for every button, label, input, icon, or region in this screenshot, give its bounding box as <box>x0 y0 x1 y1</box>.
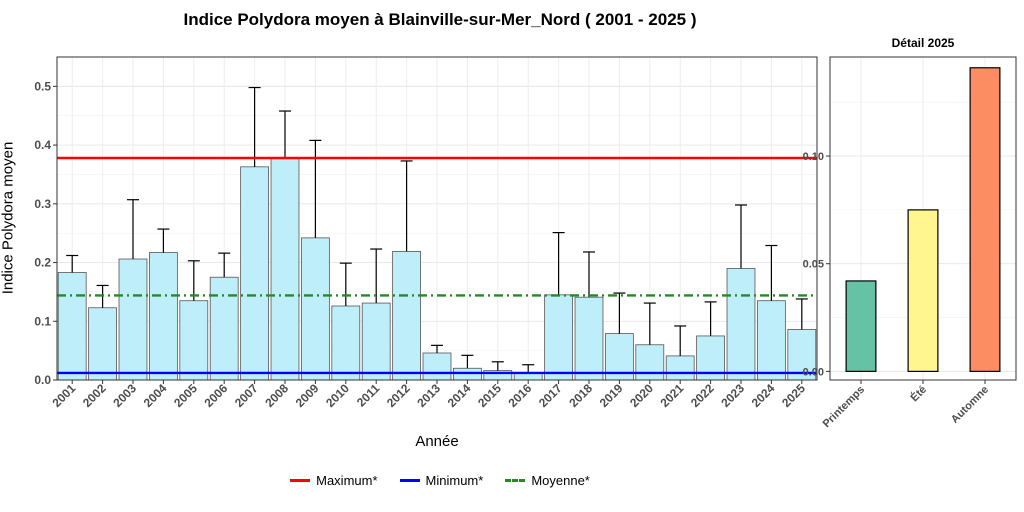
x-tick-label-2020: 2020 <box>627 381 656 410</box>
x-tick-label-2018: 2018 <box>566 381 595 410</box>
bar-2024 <box>757 300 786 381</box>
x-tick-label-2006: 2006 <box>202 381 231 410</box>
legend-label-minimum: Minimum* <box>425 473 484 488</box>
x-tick-label-2008: 2008 <box>262 381 291 410</box>
bar-2003 <box>118 258 148 381</box>
bar-2009 <box>301 237 330 381</box>
x-tick-label-2010: 2010 <box>323 381 352 410</box>
bar-2023 <box>726 268 756 381</box>
detail-chart-title: Détail 2025 <box>891 36 955 50</box>
x-tick-label-2016: 2016 <box>506 381 535 410</box>
x-tick-label-2019: 2019 <box>597 381 626 410</box>
bar-2004 <box>149 252 178 381</box>
legend-key-moyenne <box>505 479 526 482</box>
bar-2010 <box>331 305 361 381</box>
chart-title: Indice Polydora moyen à Blainville-sur-M… <box>183 10 697 29</box>
bar-2012 <box>392 250 421 381</box>
bar-2007 <box>240 166 269 381</box>
bar-2008 <box>270 157 300 381</box>
x-tick-label-2005: 2005 <box>171 381 200 410</box>
bar-2011 <box>361 302 391 381</box>
legend-label-moyenne: Moyenne* <box>531 473 590 488</box>
x-tick-label-2001: 2001 <box>50 381 79 410</box>
x-tick-label-2024: 2024 <box>749 381 778 410</box>
legend-key-minimum <box>399 479 420 482</box>
bar-2018 <box>574 296 604 381</box>
x-tick-label-2004: 2004 <box>141 381 170 410</box>
legend-label-maximum: Maximum* <box>316 473 378 488</box>
detail-y-tick-label: 0.10 <box>803 151 824 163</box>
y-tick-label: 0.3 <box>34 197 51 211</box>
x-tick-label-2012: 2012 <box>384 381 413 410</box>
y-tick-label: 0.4 <box>34 138 51 152</box>
bar-2020 <box>635 344 665 381</box>
bar-2006 <box>209 276 239 381</box>
bar-2005 <box>179 300 209 381</box>
bar-2021 <box>665 355 695 381</box>
detail-x-tick-label-printemps: Printemps <box>821 384 868 431</box>
legend-key-maximum <box>290 479 311 482</box>
detail-bar-automne <box>969 67 1001 372</box>
legend-item-maximum: Maximum* <box>290 473 378 488</box>
x-tick-label-2009: 2009 <box>293 381 322 410</box>
x-tick-label-2017: 2017 <box>536 381 565 410</box>
x-tick-label-2014: 2014 <box>445 381 474 410</box>
y-tick-label: 0.1 <box>34 314 51 328</box>
x-tick-label-2022: 2022 <box>688 381 717 410</box>
bar-2013 <box>422 352 452 381</box>
x-tick-label-2003: 2003 <box>110 381 139 410</box>
x-axis-label: Année <box>415 433 459 450</box>
x-tick-label-2007: 2007 <box>232 381 261 410</box>
y-tick-label: 0.0 <box>34 373 51 387</box>
x-tick-label-2015: 2015 <box>475 381 504 410</box>
legend: Maximum* Minimum* Moyenne* <box>0 473 880 488</box>
bar-2017 <box>544 294 573 381</box>
x-tick-label-2021: 2021 <box>658 381 687 410</box>
detail-x-tick-label-automne: Automne <box>949 384 991 426</box>
y-tick-label: 0.5 <box>34 79 51 93</box>
legend-item-moyenne: Moyenne* <box>505 473 590 488</box>
detail-bar-printemps <box>845 280 877 372</box>
detail-bar-été <box>907 209 939 372</box>
y-tick-label: 0.2 <box>34 256 51 270</box>
detail-y-tick-label: 0.00 <box>803 366 824 378</box>
detail-y-tick-label: 0.05 <box>803 259 824 271</box>
x-tick-label-2023: 2023 <box>718 381 747 410</box>
x-tick-label-2013: 2013 <box>414 381 443 410</box>
bar-2001 <box>57 272 87 381</box>
legend-item-minimum: Minimum* <box>399 473 484 488</box>
x-tick-label-2011: 2011 <box>354 381 383 410</box>
bar-2002 <box>88 307 117 381</box>
detail-x-tick-label-été: Été <box>908 383 929 404</box>
x-tick-label-2025: 2025 <box>779 381 808 410</box>
x-tick-label-2002: 2002 <box>80 381 109 410</box>
